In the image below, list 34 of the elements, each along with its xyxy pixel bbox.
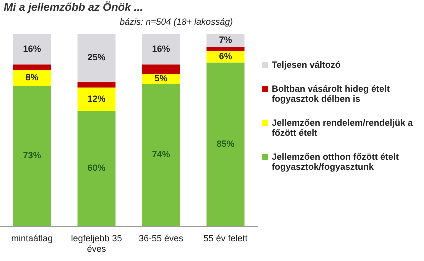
bar (13, 64, 52, 71)
data-label: 16% (23, 44, 42, 54)
data-label: 7% (219, 35, 232, 46)
x-tick-label: mintaátlag (11, 233, 54, 244)
x-tick-label: 55 év felett (204, 233, 248, 244)
bar (142, 64, 180, 74)
bar (13, 86, 52, 226)
legend-label: Teljesen változó (272, 60, 341, 70)
bar (78, 34, 116, 82)
chart-title: Mi a jellemzőbb az Önök ... (4, 2, 144, 14)
data-label: 74% (152, 150, 170, 160)
data-label: 60% (88, 163, 106, 174)
bar (78, 110, 116, 226)
data-label: 85% (216, 139, 235, 150)
data-label: 16% (152, 44, 170, 54)
data-label: 25% (88, 52, 106, 63)
legend-label: Jellemzően otthon főzött ételt fogyasztok/fogyasztunk (272, 152, 400, 172)
chart-subtitle: bázis: n=504 (18+ lakosság) (120, 17, 234, 27)
data-label: 6% (219, 52, 232, 62)
legend-label: Jellemzően rendelem/rendeljük a főzött ételt (272, 118, 414, 138)
bar (78, 82, 116, 88)
x-tick-label: 36-55 éves (138, 233, 184, 244)
data-label: 5% (154, 74, 168, 84)
bar (13, 34, 52, 65)
bar (206, 47, 245, 52)
data-label: 73% (23, 150, 42, 161)
bar (78, 88, 116, 111)
x-tick-label: legfeljebb 35 éves (71, 233, 122, 254)
bar (206, 62, 245, 226)
bar (142, 34, 180, 65)
legend-label: Boltban vásárolt hideg ételt fogyasztok délben is (272, 84, 392, 104)
data-label: 12% (88, 94, 106, 104)
data-label: 8% (26, 72, 39, 83)
bar (142, 84, 180, 226)
